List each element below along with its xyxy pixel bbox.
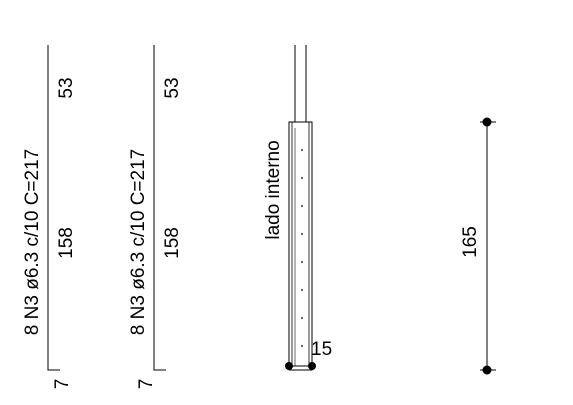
dimension-value: 165 — [460, 226, 481, 258]
bar-1-seg-top: 53 — [56, 77, 77, 98]
bar-2-shape — [153, 45, 166, 371]
bar-detail-2: 8 N3 ø6.3 c/10 C=217 53 158 7 — [128, 45, 183, 389]
distribution-dots — [301, 149, 303, 347]
section-outline — [288, 121, 313, 371]
bar-2-label: 8 N3 ø6.3 c/10 C=217 — [128, 149, 149, 335]
dimension-line: 165 — [460, 117, 496, 375]
bar-1-seg-mid: 158 — [56, 227, 77, 259]
bar-2-seg-top: 53 — [162, 77, 183, 98]
dot — [301, 233, 303, 235]
side-label: lado interno — [263, 140, 284, 239]
dot — [301, 345, 303, 347]
bar-2-seg-mid: 158 — [162, 227, 183, 259]
dot — [301, 177, 303, 179]
dimension-node-top — [482, 117, 492, 127]
dot — [301, 289, 303, 291]
dot — [301, 317, 303, 319]
dimension-node-bottom — [482, 365, 492, 375]
bar-2-seg-end: 7 — [136, 379, 157, 390]
wall-section: lado interno 15 — [263, 45, 332, 371]
cover-dimension: 15 — [311, 339, 332, 360]
dot — [301, 149, 303, 151]
corner-bar-left — [285, 362, 293, 370]
dot — [301, 205, 303, 207]
bar-detail-1: 8 N3 ø6.3 c/10 C=217 53 158 7 — [22, 45, 77, 389]
bar-1-seg-end: 7 — [52, 379, 73, 390]
corner-bar-right — [308, 362, 316, 370]
dot — [301, 261, 303, 263]
bar-1-shape — [47, 45, 60, 371]
bar-1-label: 8 N3 ø6.3 c/10 C=217 — [22, 149, 43, 335]
